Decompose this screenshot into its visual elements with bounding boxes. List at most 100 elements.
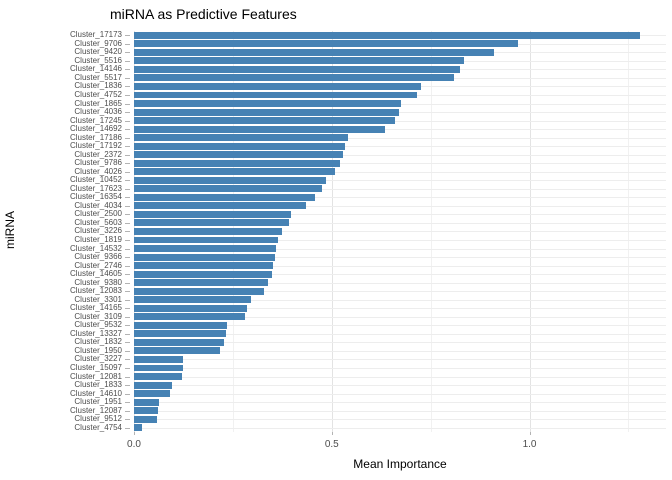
y-axis-tick	[125, 240, 130, 242]
bar	[134, 57, 465, 65]
bar	[134, 347, 220, 355]
y-axis-label-row: Cluster_4754	[0, 423, 132, 432]
y-axis-label-row: Cluster_4752	[0, 90, 132, 100]
y-axis-tick	[125, 257, 130, 259]
y-axis-tick	[125, 427, 130, 429]
bar-row	[134, 389, 666, 398]
category-gridline	[134, 265, 666, 267]
y-axis-label-row: Cluster_1865	[0, 99, 132, 108]
bar	[134, 40, 518, 48]
bar-row	[134, 295, 666, 304]
y-axis-tick	[125, 265, 130, 267]
y-axis-tick	[125, 163, 130, 165]
y-axis-label: Cluster_5517	[74, 72, 122, 82]
bar	[134, 313, 246, 321]
y-axis-label-row: Cluster_1832	[0, 338, 132, 347]
y-axis-tick	[125, 112, 130, 114]
bar-row	[134, 406, 666, 415]
y-axis-label-row: Cluster_14610	[0, 389, 132, 398]
bar-row	[134, 423, 666, 432]
y-axis-label: Cluster_2372	[74, 149, 122, 159]
y-axis-label-row: Cluster_5603	[0, 218, 132, 228]
bar	[134, 74, 455, 82]
y-axis-tick	[125, 214, 130, 216]
y-axis-label: Cluster_12083	[69, 286, 122, 296]
bar-row	[134, 31, 666, 40]
bar-row	[134, 142, 666, 151]
y-axis-label: Cluster_9420	[74, 47, 122, 57]
category-gridline	[134, 214, 666, 216]
bar-row	[134, 270, 666, 279]
bar-row	[134, 355, 666, 364]
x-axis-tick	[134, 432, 135, 435]
bar	[134, 219, 290, 227]
y-axis-label-row: Cluster_16354	[0, 193, 132, 202]
category-gridline	[134, 231, 666, 233]
category-gridline	[134, 180, 666, 182]
bar	[134, 415, 158, 423]
bar-row	[134, 364, 666, 373]
bar	[134, 373, 183, 380]
y-axis-label: Cluster_1819	[74, 235, 122, 245]
y-axis-tick	[125, 308, 130, 310]
bar-row	[134, 176, 666, 185]
bar	[134, 168, 335, 176]
category-gridline	[134, 129, 666, 131]
bar	[134, 407, 159, 415]
bar-row	[134, 125, 666, 134]
bar-row	[134, 236, 666, 245]
bar	[134, 185, 322, 193]
y-axis-tick	[125, 129, 130, 131]
category-gridline	[134, 163, 666, 165]
y-axis-label: Cluster_14146	[69, 64, 122, 74]
bar	[134, 228, 283, 235]
y-axis-label: Cluster_14605	[69, 269, 122, 279]
y-axis-tick	[125, 274, 130, 276]
y-axis-tick	[125, 367, 130, 369]
y-axis-label: Cluster_12087	[69, 405, 122, 415]
bar-row	[134, 168, 666, 177]
category-gridline	[134, 427, 666, 429]
bar-row	[134, 244, 666, 253]
bar-row	[134, 65, 666, 74]
y-axis-label: Cluster_17192	[69, 141, 122, 151]
bar-row	[134, 210, 666, 219]
y-axis-title: miRNA	[3, 211, 17, 249]
y-axis-label-row: Cluster_14532	[0, 244, 132, 253]
bar	[134, 330, 226, 338]
category-gridline	[134, 257, 666, 259]
category-gridline	[134, 120, 666, 122]
y-axis-label-row: Cluster_9380	[0, 278, 132, 287]
y-axis-label: Cluster_4026	[74, 166, 122, 176]
bar-row	[134, 57, 666, 66]
y-axis-label-row: Cluster_10452	[0, 176, 132, 185]
bar-row	[134, 150, 666, 159]
y-axis-label-row: Cluster_1951	[0, 398, 132, 407]
y-axis-tick	[125, 359, 130, 361]
bar	[134, 321, 228, 329]
y-axis-label: Cluster_9366	[74, 252, 122, 262]
y-axis-label: Cluster_17623	[69, 183, 122, 193]
y-axis-label: Cluster_13327	[69, 328, 122, 338]
bar	[134, 134, 348, 142]
y-axis-tick	[125, 180, 130, 182]
y-axis-label: Cluster_9532	[74, 320, 122, 330]
bar	[134, 108, 399, 116]
y-axis-label-row: Cluster_9420	[0, 48, 132, 57]
y-axis-label: Cluster_4754	[74, 422, 122, 432]
bar	[134, 142, 345, 150]
bar	[134, 364, 183, 372]
bar-row	[134, 313, 666, 322]
category-gridline	[134, 248, 666, 250]
y-axis-label-row: Cluster_9706	[0, 39, 132, 49]
x-axis-tick	[529, 432, 531, 435]
category-gridline	[134, 274, 666, 276]
y-axis-label: Cluster_3227	[74, 354, 122, 364]
bar	[134, 202, 307, 210]
category-gridline	[134, 367, 666, 369]
category-gridline	[134, 325, 666, 327]
bar	[134, 176, 327, 184]
y-axis-label: Cluster_1833	[74, 380, 122, 390]
y-axis-label-row: Cluster_4034	[0, 201, 132, 211]
category-gridline	[134, 222, 666, 224]
